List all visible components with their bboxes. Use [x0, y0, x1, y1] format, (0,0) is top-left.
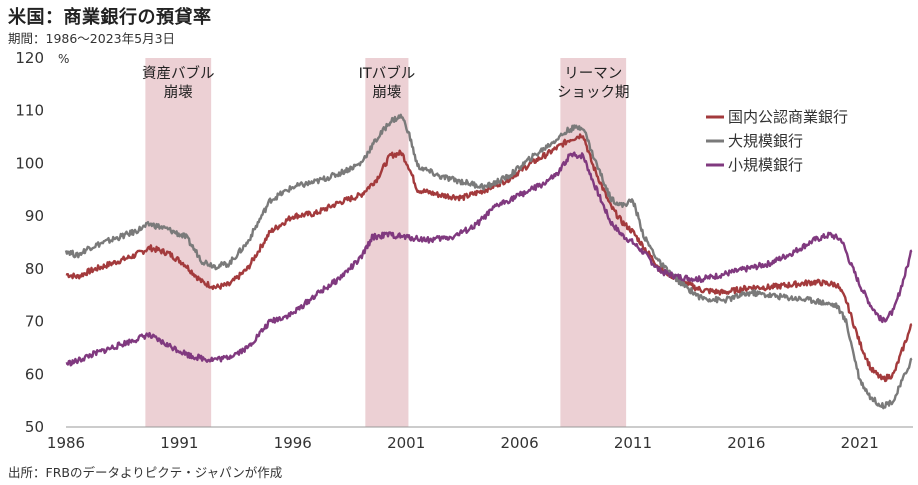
band-label-0-1: 崩壊: [164, 84, 193, 101]
band-label-1-0: ITバブル: [359, 64, 416, 82]
chart-source: 出所：FRBのデータよりピクテ・ジャパンが作成: [8, 465, 283, 480]
band-label-2-0: リーマン: [564, 66, 622, 82]
series-layer: [64, 113, 913, 410]
series-line-1: [64, 113, 913, 410]
band-2: [560, 58, 627, 427]
x-tick-label: 2001: [387, 434, 425, 452]
x-tick-label: 1996: [274, 434, 312, 452]
y-tick-label: 110: [15, 102, 44, 120]
y-tick-label: 60: [25, 365, 44, 383]
legend-label-1: 大規模銀行: [728, 132, 803, 150]
y-unit-label: %: [58, 52, 69, 66]
y-tick-label: 100: [15, 154, 44, 172]
x-tick-label: 2006: [500, 434, 538, 452]
y-tick-label: 50: [25, 418, 44, 436]
x-tick-label: 2011: [614, 434, 652, 452]
x-tick-label: 1986: [47, 434, 85, 452]
y-tick-label: 120: [15, 49, 44, 67]
x-tick-label: 2016: [727, 434, 765, 452]
band-0: [145, 58, 212, 427]
band-1: [365, 58, 409, 427]
legend-label-2: 小規模銀行: [728, 156, 803, 174]
chart-title: 米国：商業銀行の預貸率: [8, 7, 212, 28]
y-tick-label: 80: [25, 260, 44, 278]
band-label-0-0: 資産バブル: [142, 64, 215, 82]
legend-label-0: 国内公認商業銀行: [728, 108, 848, 126]
y-tick-label: 70: [25, 313, 44, 331]
band-label-1-1: 崩壊: [372, 84, 401, 101]
band-label-2-1: ショック期: [557, 84, 630, 101]
y-axis: 50 60 70 80 90 100 110 120%: [15, 49, 69, 436]
y-tick-label: 90: [25, 207, 44, 225]
chart-period: 期間：1986～2023年5月3日: [8, 31, 176, 46]
x-axis: 1986 1991 1996 2001 2006 2011 2016 2021: [47, 426, 913, 452]
x-tick-label: 2021: [841, 434, 879, 452]
x-tick-label: 1991: [160, 434, 198, 452]
series-line-2: [65, 151, 913, 367]
